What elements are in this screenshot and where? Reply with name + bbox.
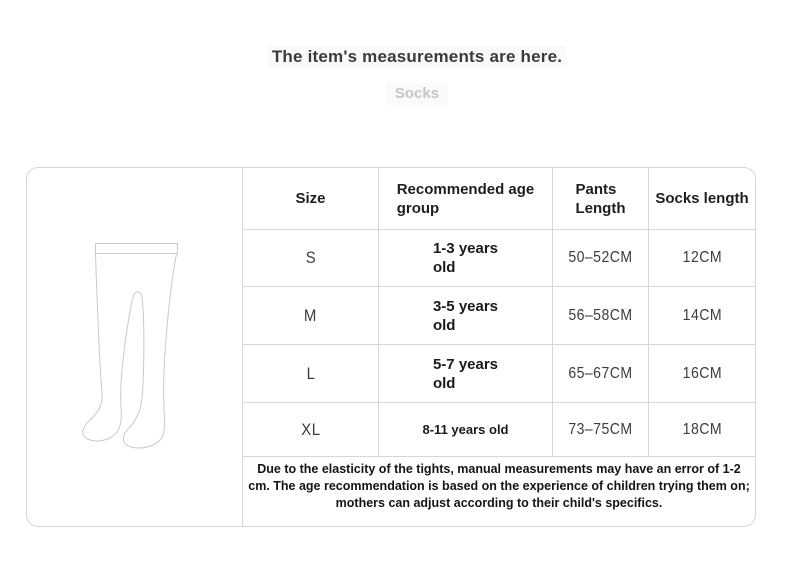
socks-length-value: 12CM xyxy=(648,230,755,286)
pants-length-value: 56–58CM xyxy=(552,287,648,344)
age-value: 3-5 years old xyxy=(378,287,552,344)
table-columns: Size Recommended age group Pants Length … xyxy=(243,168,755,526)
age-value-text: 5-7 years old xyxy=(432,355,499,392)
tights-drawing-icon xyxy=(81,242,178,448)
table-row-s: S 1-3 years old 50–52CM 12CM xyxy=(243,229,755,286)
size-value: XL xyxy=(243,403,378,456)
pants-length-value: 65–67CM xyxy=(552,345,648,402)
header-pants-length: Pants Length xyxy=(552,168,648,229)
age-value-text: 1-3 years old xyxy=(432,240,499,276)
header-size-label: Size xyxy=(295,190,326,207)
measurement-note-row: Due to the elasticity of the tights, man… xyxy=(243,456,755,526)
page-title-text: The item's measurements are here. xyxy=(267,46,567,68)
socks-length-text: 14CM xyxy=(682,306,722,324)
age-value-text: 8-11 years old xyxy=(422,422,509,437)
header-age-label: Recommended age group xyxy=(396,180,535,217)
size-value: L xyxy=(243,345,378,402)
size-value-text: XL xyxy=(300,419,321,439)
size-chart-table: Size Recommended age group Pants Length … xyxy=(26,167,756,527)
header-size: Size xyxy=(243,168,378,229)
age-value: 1-3 years old xyxy=(378,230,552,286)
table-row-xl: XL 8-11 years old 73–75CM 18CM xyxy=(243,402,755,456)
socks-length-text: 18CM xyxy=(682,420,722,438)
header-block: The item's measurements are here. Socks xyxy=(0,46,790,105)
size-value: S xyxy=(243,230,378,286)
size-value: M xyxy=(243,287,378,344)
header-pants-label: Pants Length xyxy=(575,180,626,217)
socks-length-text: 12CM xyxy=(682,249,722,266)
table-header-row: Size Recommended age group Pants Length … xyxy=(243,168,755,229)
table-row-l: L 5-7 years old 65–67CM 16CM xyxy=(243,344,755,402)
pants-length-text: 50–52CM xyxy=(568,249,633,266)
size-value-text: L xyxy=(306,363,315,383)
pants-length-value: 50–52CM xyxy=(552,230,648,286)
pants-length-text: 56–58CM xyxy=(568,306,633,324)
page-title: The item's measurements are here. xyxy=(44,46,790,68)
header-age: Recommended age group xyxy=(378,168,552,229)
socks-length-text: 16CM xyxy=(682,364,722,382)
age-value-text: 3-5 years old xyxy=(432,297,499,334)
table-row-m: M 3-5 years old 56–58CM 14CM xyxy=(243,286,755,344)
measurement-note: Due to the elasticity of the tights, man… xyxy=(248,462,750,510)
age-value: 8-11 years old xyxy=(378,403,552,456)
product-subtitle: Socks xyxy=(44,83,790,105)
pants-length-text: 65–67CM xyxy=(568,364,633,382)
pants-length-value: 73–75CM xyxy=(552,403,648,456)
header-socks-label: Socks length xyxy=(655,190,749,207)
socks-length-value: 16CM xyxy=(648,345,755,402)
age-value: 5-7 years old xyxy=(378,345,552,402)
socks-length-value: 14CM xyxy=(648,287,755,344)
header-socks-length: Socks length xyxy=(648,168,755,229)
pants-length-text: 73–75CM xyxy=(568,420,633,438)
size-value-text: S xyxy=(305,248,316,267)
socks-length-value: 18CM xyxy=(648,403,755,456)
tights-illustration-panel xyxy=(27,168,243,526)
product-subtitle-text: Socks xyxy=(385,83,449,105)
size-value-text: M xyxy=(304,305,317,325)
